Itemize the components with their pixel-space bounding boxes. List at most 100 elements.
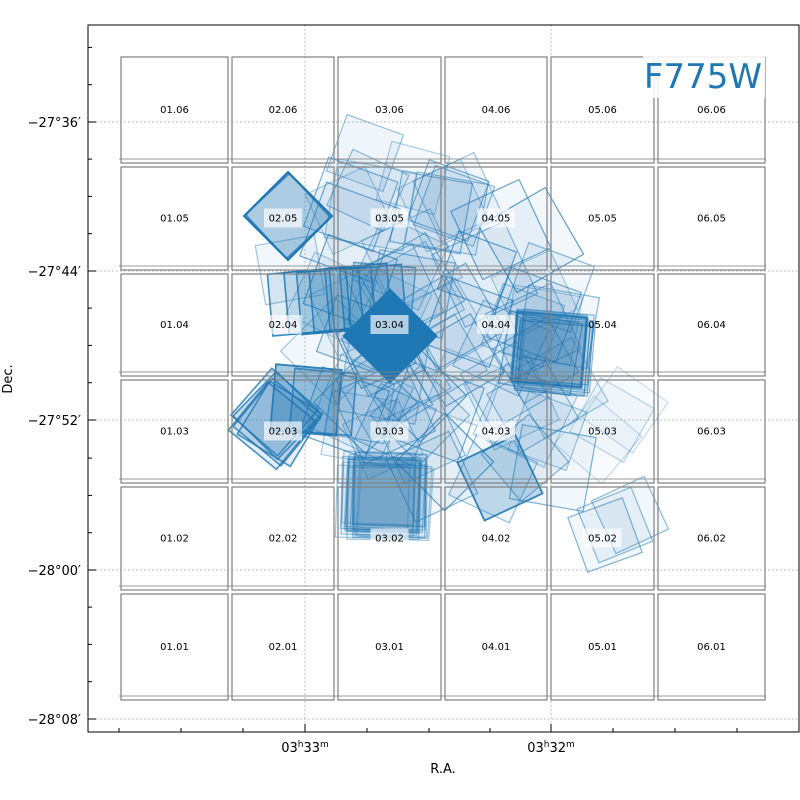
tile-outline-02.01 [231, 593, 335, 701]
tile-label-04.05: 04.05 [482, 214, 511, 225]
exposure-footprint [568, 376, 656, 464]
tile-outline-03.01 [337, 593, 442, 701]
tile-label-02.03: 02.03 [269, 427, 298, 438]
exposure-footprint [510, 308, 588, 386]
tile-outline-02.02 [231, 486, 335, 591]
exposure-footprint [382, 360, 485, 463]
tile-outline-03.05 [337, 166, 442, 271]
tile-label-04.06: 04.06 [482, 105, 511, 116]
x-tick-label-0: 03h33m [281, 740, 329, 756]
tile-outline-02.06 [231, 56, 335, 164]
tile-label-06.03: 06.03 [697, 427, 726, 438]
tile-outline-06.05 [657, 166, 766, 271]
y-tick-label-1: −27°44′ [28, 265, 81, 280]
tile-label-03.05: 03.05 [375, 214, 404, 225]
tile-outline-03.04 [337, 273, 442, 377]
y-tick-label-4: −28°08′ [28, 713, 81, 728]
tile-outline-05.03 [550, 379, 655, 484]
tile-label-05.04: 05.04 [588, 320, 617, 331]
tile-label-05.06: 05.06 [588, 105, 617, 116]
tile-outline-05.01 [550, 593, 655, 701]
x-axis-label: R.A. [430, 762, 456, 777]
tile-label-02.05: 02.05 [269, 214, 298, 225]
tile-label-01.02: 01.02 [160, 534, 189, 545]
tile-label-05.01: 05.01 [588, 642, 617, 653]
tile-label-01.04: 01.04 [160, 320, 189, 331]
tile-label-02.02: 02.02 [269, 534, 298, 545]
exposure-footprint [459, 340, 550, 431]
tile-outline-02.03 [231, 379, 335, 484]
tile-outline-05.06 [550, 56, 655, 164]
tile-label-01.03: 01.03 [160, 427, 189, 438]
tile-outline-06.02 [657, 486, 766, 591]
filter-label: F775W [644, 57, 762, 97]
tile-outline-03.06 [337, 56, 442, 164]
exposure-footprint [510, 312, 588, 390]
tile-outline-01.03 [120, 379, 229, 484]
y-tick-label-3: −28°00′ [28, 564, 81, 579]
plot-background [88, 25, 799, 732]
tile-label-06.02: 06.02 [697, 534, 726, 545]
tile-outline-04.05 [444, 166, 548, 271]
tile-label-06.06: 06.06 [697, 105, 726, 116]
tile-outline-01.01 [120, 593, 229, 701]
tile-outline-06.03 [657, 379, 766, 484]
exposure-footprint [450, 178, 552, 281]
x-tick-label-1: 03h32m [527, 740, 575, 756]
tile-outline-04.06 [444, 56, 548, 164]
tile-outline-05.04 [550, 273, 655, 377]
y-axis-label: Dec. [1, 364, 16, 393]
tile-outline-04.01 [444, 593, 548, 701]
y-tick-label-0: −27°36′ [28, 116, 81, 131]
exposure-footprint [351, 452, 428, 528]
tile-label-05.02: 05.02 [588, 534, 617, 545]
tile-grid: 01.06 02.06 03.06 04.06 05.06 06.06 01.05 02.05… [119, 56, 766, 701]
tile-outline-05.05 [550, 166, 655, 271]
exposure-footprint [516, 319, 594, 397]
tile-outline-02.04 [231, 273, 335, 377]
tile-label-background [370, 208, 409, 228]
tile-label-06.01: 06.01 [697, 642, 726, 653]
tile-label-background [477, 315, 515, 334]
tile-label-02.01: 02.01 [269, 642, 298, 653]
tile-label-06.05: 06.05 [697, 214, 726, 225]
exposure-footprint [553, 395, 643, 485]
tile-outline-01.02 [120, 486, 229, 591]
exposure-footprint [269, 363, 343, 437]
exposure-footprint [516, 313, 594, 392]
tile-label-03.06: 03.06 [375, 105, 404, 116]
tile-outline-03.02 [337, 486, 442, 591]
tile-label-background [370, 421, 409, 441]
exposure-footprint [343, 456, 421, 534]
tile-label-background [477, 208, 515, 228]
exposure-footprint [389, 170, 474, 255]
tile-outline-04.03 [444, 379, 548, 484]
exposure-footprint [513, 317, 591, 396]
tile-outline-05.02 [550, 486, 655, 591]
exposure-footprint [456, 434, 544, 522]
plot-frame [87, 24, 800, 733]
tile-label-02.06: 02.06 [269, 105, 298, 116]
tile-label-background [370, 315, 409, 334]
exposure-footprint [288, 367, 358, 437]
tile-label-05.05: 05.05 [588, 214, 617, 225]
tile-label-05.03: 05.03 [588, 427, 617, 438]
tile-outline-01.06 [120, 56, 229, 164]
exposure-footprint [375, 393, 467, 485]
exposure-footprint [304, 165, 394, 256]
tile-outline-06.01 [657, 593, 766, 701]
tile-label-04.02: 04.02 [482, 534, 511, 545]
exposure-footprint [352, 451, 428, 527]
exposure-footprint [342, 288, 438, 384]
tile-label-background [477, 421, 515, 441]
tile-label-01.06: 01.06 [160, 105, 189, 116]
tile-label-background [264, 315, 302, 334]
tile-outline-04.02 [444, 486, 548, 591]
exposure-footprint [580, 365, 670, 455]
axis-ticks: 03h33m 03h32m −27°36′ −27°44′ −27°52′ −28°00′… [28, 46, 738, 756]
exposure-footprint [375, 140, 451, 216]
tile-label-06.04: 06.04 [697, 320, 726, 331]
tile-outline-02.05 [231, 166, 335, 271]
tile-label-background [370, 528, 409, 548]
